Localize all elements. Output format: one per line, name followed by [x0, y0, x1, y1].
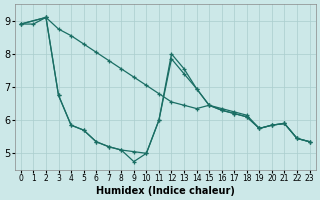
X-axis label: Humidex (Indice chaleur): Humidex (Indice chaleur): [96, 186, 235, 196]
